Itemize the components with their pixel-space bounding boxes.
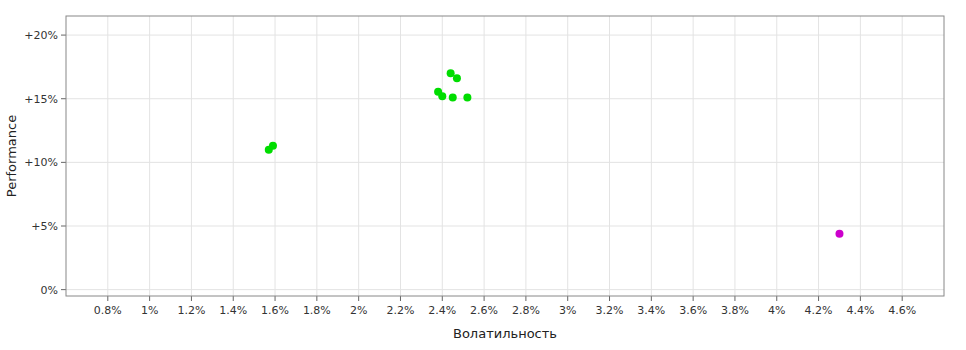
tick-label: 0% xyxy=(41,284,58,297)
tick-label: +5% xyxy=(31,220,58,233)
tick xyxy=(609,296,610,301)
tick-label: 1.6% xyxy=(261,304,289,317)
point xyxy=(463,93,471,101)
plot-area xyxy=(66,16,944,296)
grid-line xyxy=(275,16,276,296)
tick xyxy=(233,296,234,301)
tick-label: 1.2% xyxy=(177,304,205,317)
tick-label: 1.8% xyxy=(303,304,331,317)
grid-line xyxy=(66,162,944,163)
tick-label: 2.6% xyxy=(470,304,498,317)
tick xyxy=(567,296,568,301)
tick-label: 4.2% xyxy=(805,304,833,317)
tick xyxy=(61,98,66,99)
tick xyxy=(358,296,359,301)
grid-line xyxy=(66,289,944,290)
tick-label: 4.4% xyxy=(846,304,874,317)
tick xyxy=(693,296,694,301)
grid-line xyxy=(525,16,526,296)
point xyxy=(438,92,446,100)
tick xyxy=(61,226,66,227)
grid-line xyxy=(442,16,443,296)
grid xyxy=(66,16,944,296)
x-axis-label: Волатильность xyxy=(453,326,557,341)
grid-line xyxy=(358,16,359,296)
tick xyxy=(484,296,485,301)
tick-label: 3% xyxy=(559,304,576,317)
grid-line xyxy=(149,16,150,296)
tick-label: 3.8% xyxy=(721,304,749,317)
grid-line xyxy=(609,16,610,296)
tick xyxy=(61,162,66,163)
tick xyxy=(818,296,819,301)
grid-line xyxy=(818,16,819,296)
grid-line xyxy=(316,16,317,296)
tick-label: 2% xyxy=(350,304,367,317)
grid-line xyxy=(233,16,234,296)
series xyxy=(265,69,472,153)
grid-line xyxy=(400,16,401,296)
tick xyxy=(525,296,526,301)
tick-label: 3.4% xyxy=(637,304,665,317)
grid-line xyxy=(776,16,777,296)
tick xyxy=(776,296,777,301)
grid-line xyxy=(902,16,903,296)
series xyxy=(835,230,843,238)
tick-label: 3.6% xyxy=(679,304,707,317)
grid-line xyxy=(107,16,108,296)
tick xyxy=(191,296,192,301)
tick-label: +15% xyxy=(24,93,58,106)
grid-line xyxy=(66,98,944,99)
tick-label: 3.2% xyxy=(596,304,624,317)
tick xyxy=(400,296,401,301)
tick xyxy=(61,289,66,290)
tick xyxy=(149,296,150,301)
tick xyxy=(860,296,861,301)
tick xyxy=(442,296,443,301)
grid-line xyxy=(191,16,192,296)
grid-line xyxy=(734,16,735,296)
tick-label: +10% xyxy=(24,156,58,169)
tick-label: 1.4% xyxy=(219,304,247,317)
grid-line xyxy=(860,16,861,296)
points xyxy=(265,69,844,237)
point xyxy=(835,230,843,238)
point xyxy=(447,69,455,77)
tick xyxy=(61,35,66,36)
chart: 0.8% 1% 1.2% 1.4% 1.6% 1.8% 2% 2.2% 2.4% 2.6% 2.8%… xyxy=(0,0,966,350)
tick-label: +20% xyxy=(24,29,58,42)
tick xyxy=(651,296,652,301)
y-axis-label: Performance xyxy=(4,115,19,197)
tick xyxy=(275,296,276,301)
tick-label: 0.8% xyxy=(94,304,122,317)
tick-label: 2.4% xyxy=(428,304,456,317)
grid-line xyxy=(567,16,568,296)
tick-label: 4% xyxy=(768,304,785,317)
axes: 0.8% 1% 1.2% 1.4% 1.6% 1.8% 2% 2.2% 2.4% 2.6% 2.8%… xyxy=(24,16,944,317)
point xyxy=(265,146,273,154)
grid-line xyxy=(484,16,485,296)
tick-label: 4.6% xyxy=(888,304,916,317)
grid-line xyxy=(66,35,944,36)
tick xyxy=(902,296,903,301)
tick-label: 2.2% xyxy=(386,304,414,317)
point xyxy=(453,74,461,82)
tick-label: 2.8% xyxy=(512,304,540,317)
grid-line xyxy=(693,16,694,296)
tick xyxy=(316,296,317,301)
grid-line xyxy=(651,16,652,296)
tick xyxy=(734,296,735,301)
tick xyxy=(107,296,108,301)
point xyxy=(449,93,457,101)
grid-line xyxy=(66,226,944,227)
tick-label: 1% xyxy=(141,304,158,317)
plot-frame xyxy=(66,16,944,296)
